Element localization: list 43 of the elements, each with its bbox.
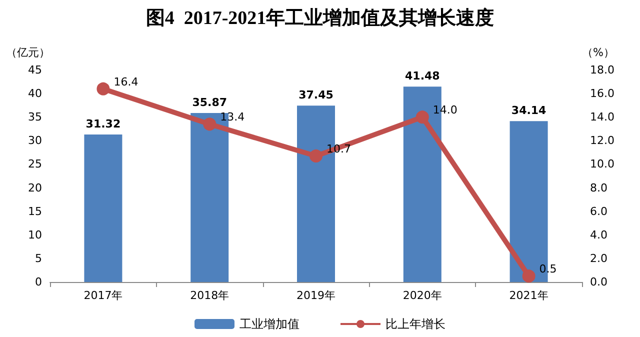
legend-label: 工业增加值 [240, 317, 300, 331]
y-tick-label: 10 [28, 228, 42, 242]
y2-tick-label: 6.0 [590, 204, 608, 218]
point [416, 110, 429, 124]
x-tick-label: 2017年 [84, 289, 123, 302]
y2-tick-label: 16.0 [590, 87, 614, 100]
y2-tick-label: 4.0 [590, 228, 608, 242]
y-tick-label: 40 [28, 87, 42, 100]
point [96, 82, 110, 96]
y-tick-label: 45 [28, 64, 42, 76]
x-tick-label: 2021年 [509, 289, 548, 302]
x-tick-label: 2019年 [296, 289, 336, 302]
data-label: 41.48 [405, 70, 440, 83]
point [203, 118, 216, 131]
point [522, 270, 536, 283]
y-tick-label: 20 [28, 181, 42, 194]
data-label: 0.5 [539, 262, 557, 276]
x-tick-label: 2020年 [402, 289, 442, 302]
y-axis-title: （亿元） [6, 46, 50, 59]
data-label: 35.87 [192, 96, 227, 110]
point [310, 149, 322, 162]
y-tick-label: 30 [28, 134, 42, 148]
bar [84, 134, 122, 282]
y2-tick-label: 18.0 [590, 64, 614, 76]
y2-tick-label: 8.0 [590, 181, 608, 194]
y-tick-label: 0 [35, 276, 42, 288]
y2-tick-label: 12.0 [590, 134, 614, 148]
data-label: 16.4 [114, 75, 138, 88]
y-tick-label: 15 [28, 204, 42, 218]
chart-title: 图4 2017-2021年工业增加值及其增长速度 [146, 7, 494, 29]
y2-tick-label: 10.0 [590, 158, 614, 171]
y2-axis-title: （%） [582, 46, 614, 59]
y2-tick-label: 2.0 [590, 252, 608, 265]
x-tick-label: 2018年 [190, 289, 230, 302]
y2-tick-label: 0.0 [590, 276, 608, 288]
y2-tick-label: 14.0 [590, 110, 614, 124]
data-label: 34.14 [511, 104, 547, 118]
legend-label: 比上年增长 [386, 317, 446, 331]
data-label: 37.45 [298, 88, 334, 102]
y-tick-label: 35 [28, 110, 42, 124]
data-label: 31.32 [86, 117, 121, 130]
y-tick-label: 25 [28, 158, 42, 171]
y-tick-label: 5 [35, 252, 42, 265]
